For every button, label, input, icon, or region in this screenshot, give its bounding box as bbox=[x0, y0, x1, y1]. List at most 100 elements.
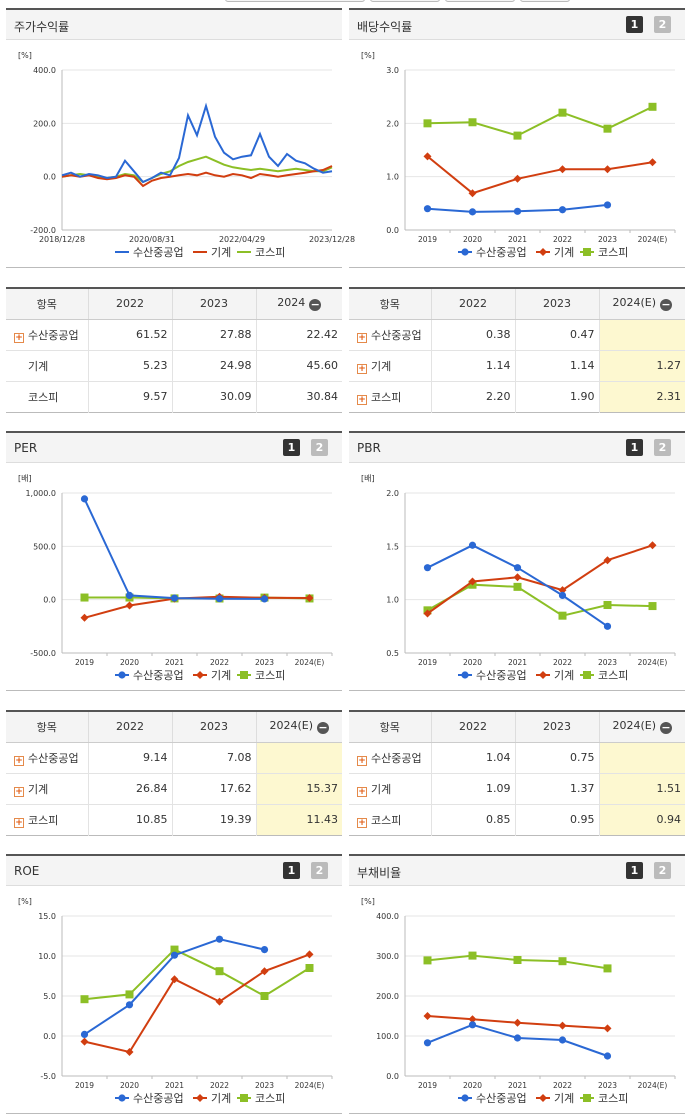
collapse-minus-icon[interactable]: − bbox=[660, 721, 673, 735]
tab-1-button[interactable]: 1 bbox=[626, 862, 643, 879]
data-point[interactable] bbox=[648, 158, 657, 167]
data-point[interactable] bbox=[80, 1037, 89, 1046]
data-point[interactable] bbox=[558, 957, 567, 966]
data-point[interactable] bbox=[513, 956, 522, 964]
legend-marker[interactable] bbox=[583, 671, 591, 679]
data-point[interactable] bbox=[603, 165, 612, 174]
data-point[interactable] bbox=[423, 1012, 432, 1020]
data-point[interactable] bbox=[260, 967, 269, 976]
legend-label[interactable]: 코스피 bbox=[255, 1092, 285, 1105]
legend-marker[interactable] bbox=[118, 1094, 126, 1102]
data-point[interactable] bbox=[558, 591, 567, 599]
data-point[interactable] bbox=[170, 951, 179, 959]
toolbar-button[interactable] bbox=[370, 0, 440, 2]
legend-label[interactable]: 코스피 bbox=[598, 669, 628, 682]
data-point[interactable] bbox=[423, 152, 432, 161]
data-point[interactable] bbox=[468, 541, 477, 549]
legend-label[interactable]: 코스피 bbox=[255, 669, 285, 682]
tab-1-button[interactable]: 1 bbox=[283, 862, 300, 879]
expand-plus-icon[interactable]: + bbox=[14, 786, 24, 797]
data-point[interactable] bbox=[305, 964, 314, 972]
expand-plus-icon[interactable]: + bbox=[357, 394, 367, 405]
data-point[interactable] bbox=[468, 1015, 477, 1024]
data-point[interactable] bbox=[468, 1021, 477, 1029]
data-point[interactable] bbox=[423, 205, 432, 213]
data-point[interactable] bbox=[170, 594, 179, 602]
legend-label[interactable]: 코스피 bbox=[598, 246, 628, 259]
tab-2-button[interactable]: 2 bbox=[311, 862, 328, 879]
data-point[interactable] bbox=[603, 1052, 612, 1060]
collapse-minus-icon[interactable]: − bbox=[317, 721, 330, 735]
data-point[interactable] bbox=[558, 611, 567, 620]
data-point[interactable] bbox=[170, 945, 179, 954]
legend-marker[interactable] bbox=[461, 671, 469, 679]
data-point[interactable] bbox=[215, 997, 224, 1006]
data-point[interactable] bbox=[603, 124, 612, 133]
tab-1-button[interactable]: 1 bbox=[626, 439, 643, 456]
data-point[interactable] bbox=[170, 975, 179, 984]
data-point[interactable] bbox=[125, 990, 134, 999]
data-point[interactable] bbox=[215, 967, 224, 976]
toolbar-button[interactable] bbox=[445, 0, 515, 2]
data-point[interactable] bbox=[80, 1030, 89, 1038]
data-point[interactable] bbox=[468, 118, 477, 127]
legend-label[interactable]: 기계 bbox=[211, 246, 231, 259]
tab-2-button[interactable]: 2 bbox=[311, 439, 328, 456]
data-point[interactable] bbox=[215, 935, 224, 943]
expand-plus-icon[interactable]: + bbox=[357, 363, 367, 374]
toolbar-button[interactable] bbox=[225, 0, 365, 2]
data-point[interactable] bbox=[468, 189, 477, 198]
data-point[interactable] bbox=[603, 201, 612, 209]
data-point[interactable] bbox=[513, 564, 522, 572]
legend-label[interactable]: 기계 bbox=[554, 1092, 574, 1105]
data-point[interactable] bbox=[603, 556, 612, 565]
legend-label[interactable]: 수산중공업 bbox=[133, 246, 184, 259]
data-point[interactable] bbox=[423, 956, 432, 965]
legend-marker[interactable] bbox=[461, 248, 469, 256]
legend-label[interactable]: 수산중공업 bbox=[476, 1092, 527, 1105]
legend-label[interactable]: 기계 bbox=[211, 1092, 231, 1105]
tab-2-button[interactable]: 2 bbox=[654, 439, 671, 456]
data-point[interactable] bbox=[513, 207, 522, 215]
expand-plus-icon[interactable]: + bbox=[357, 755, 367, 766]
data-point[interactable] bbox=[603, 1024, 612, 1033]
collapse-minus-icon[interactable]: − bbox=[309, 298, 322, 312]
legend-label[interactable]: 수산중공업 bbox=[133, 669, 184, 682]
data-point[interactable] bbox=[423, 119, 432, 128]
data-point[interactable] bbox=[558, 108, 567, 117]
legend-label[interactable]: 기계 bbox=[554, 246, 574, 259]
data-point[interactable] bbox=[468, 208, 477, 216]
legend-marker[interactable] bbox=[196, 1094, 204, 1102]
data-point[interactable] bbox=[468, 951, 477, 960]
legend-label[interactable]: 수산중공업 bbox=[133, 1092, 184, 1105]
collapse-minus-icon[interactable]: − bbox=[660, 298, 673, 312]
tab-1-button[interactable]: 1 bbox=[283, 439, 300, 456]
legend-marker[interactable] bbox=[461, 1094, 469, 1102]
data-point[interactable] bbox=[423, 609, 432, 618]
data-point[interactable] bbox=[603, 622, 612, 630]
expand-plus-icon[interactable]: + bbox=[14, 332, 24, 343]
data-point[interactable] bbox=[513, 174, 522, 183]
legend-marker[interactable] bbox=[539, 248, 547, 256]
data-point[interactable] bbox=[513, 582, 522, 591]
data-point[interactable] bbox=[648, 102, 657, 111]
data-point[interactable] bbox=[305, 950, 314, 959]
data-point[interactable] bbox=[558, 586, 567, 595]
data-point[interactable] bbox=[468, 577, 477, 586]
data-point[interactable] bbox=[558, 165, 567, 174]
data-point[interactable] bbox=[80, 593, 89, 602]
data-point[interactable] bbox=[648, 541, 657, 550]
legend-marker[interactable] bbox=[196, 671, 204, 679]
data-point[interactable] bbox=[125, 601, 134, 610]
data-point[interactable] bbox=[423, 1039, 432, 1047]
data-point[interactable] bbox=[125, 591, 134, 599]
legend-marker[interactable] bbox=[240, 671, 248, 679]
expand-plus-icon[interactable]: + bbox=[357, 786, 367, 797]
expand-plus-icon[interactable]: + bbox=[357, 817, 367, 828]
expand-plus-icon[interactable]: + bbox=[357, 332, 367, 343]
tab-1-button[interactable]: 1 bbox=[626, 16, 643, 33]
legend-label[interactable]: 코스피 bbox=[598, 1092, 628, 1105]
data-point[interactable] bbox=[305, 594, 314, 603]
legend-marker[interactable] bbox=[583, 1094, 591, 1102]
legend-label[interactable]: 수산중공업 bbox=[476, 246, 527, 259]
